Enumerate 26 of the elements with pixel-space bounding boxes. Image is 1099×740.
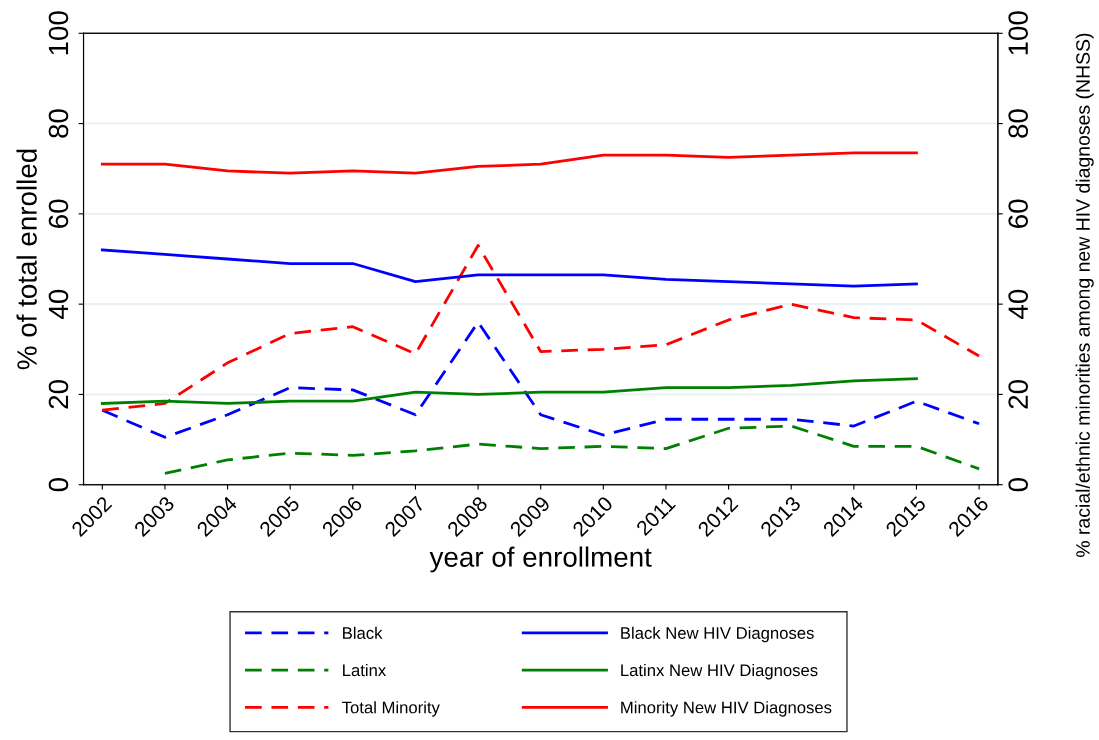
x-axis-title: year of enrollment xyxy=(429,546,652,573)
y-tick-label: 100 xyxy=(48,11,69,55)
legend-label: Latinx xyxy=(343,663,387,677)
legend-label: Latinx New HIV Diagnoses xyxy=(621,663,818,680)
y2-tick-label: 80 xyxy=(1008,109,1029,138)
line-series xyxy=(100,377,918,405)
legend-label: Black New HIV Diagnoses xyxy=(621,626,814,643)
y-tick-label: 40 xyxy=(48,289,69,319)
legend-label: Minority New HIV Diagnoses xyxy=(621,701,832,717)
line-series xyxy=(100,244,981,412)
y-axis-title: % of total enrolled xyxy=(16,149,37,370)
y2-axis-title: % racial/ethnic minorities among new HIV diagnoses (NHSS) xyxy=(1075,33,1094,558)
y2-tick-label: 60 xyxy=(1008,199,1029,228)
y2-tick-label: 40 xyxy=(1008,289,1029,319)
y-tick-label: 20 xyxy=(48,380,69,409)
legend-label: Black xyxy=(343,626,383,639)
y2-tick-label: 100 xyxy=(1008,11,1029,55)
line-series xyxy=(100,248,918,288)
legend-label: Total Minority xyxy=(342,701,440,717)
y2-tick-label: 20 xyxy=(1008,380,1029,409)
y-tick-label: 80 xyxy=(48,109,69,138)
y-tick-label: 60 xyxy=(48,199,69,228)
line-series xyxy=(163,424,981,475)
line-series xyxy=(100,151,918,175)
y-tick-label: 0 xyxy=(48,478,69,492)
y2-tick-label: 0 xyxy=(1008,478,1029,492)
